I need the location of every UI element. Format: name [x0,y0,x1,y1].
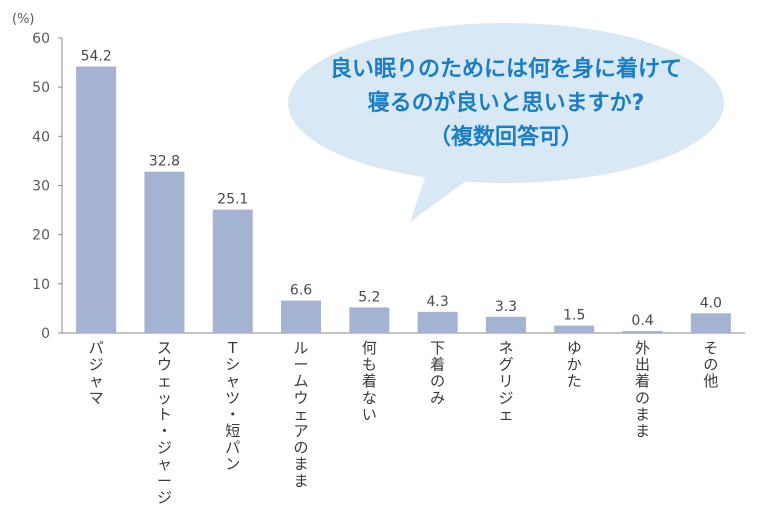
category-label: ネグリジェ [498,339,513,423]
category-label: 何も着ない [362,339,377,423]
y-tick-label: 40 [32,129,50,145]
bar [349,307,390,333]
bar [76,66,117,334]
bar [417,311,458,333]
bar [281,300,322,333]
y-tick-label: 30 [32,179,50,195]
speech-bubble-tail [410,175,466,222]
y-tick-label: 60 [32,31,50,47]
category-label: スウェット・ジャージ [157,339,172,506]
data-label: 4.0 [700,295,722,311]
question-line: 寝るのが良いと思いますか? [368,90,645,116]
data-label: 25.1 [217,192,248,208]
data-label: 0.4 [631,313,653,329]
data-label: 54.2 [81,49,112,65]
category-label: パジャマ [89,339,104,407]
data-label: 5.2 [358,289,380,305]
data-label: 6.6 [290,283,312,299]
data-label: 1.5 [563,308,585,324]
question-line: （複数回答可） [429,124,583,150]
y-tick-label: 20 [32,228,50,244]
data-label: 32.8 [149,154,180,170]
bar [212,209,253,333]
bar [554,325,595,333]
bar [622,331,663,333]
y-tick-label: 50 [32,80,50,96]
question-line: 良い眠りのためには何を身に着けて [330,56,682,82]
bar [144,171,185,333]
category-label: その他 [703,339,718,390]
bar [690,313,731,333]
category-label: 下着のみ [430,339,445,407]
category-label: T シャツ・短パン [225,339,240,473]
data-label: 3.3 [495,299,517,315]
speech-bubble [288,23,724,183]
y-tick-label: 10 [32,277,50,293]
category-label: ゆかた [567,339,582,390]
category-label: 外出着のまま [635,339,650,440]
data-label: 4.3 [427,294,449,310]
bar [485,316,526,333]
y-tick-label: 0 [41,326,50,342]
y-unit-label: (%) [12,12,35,27]
category-label: ルームウェアのまま [294,339,309,490]
